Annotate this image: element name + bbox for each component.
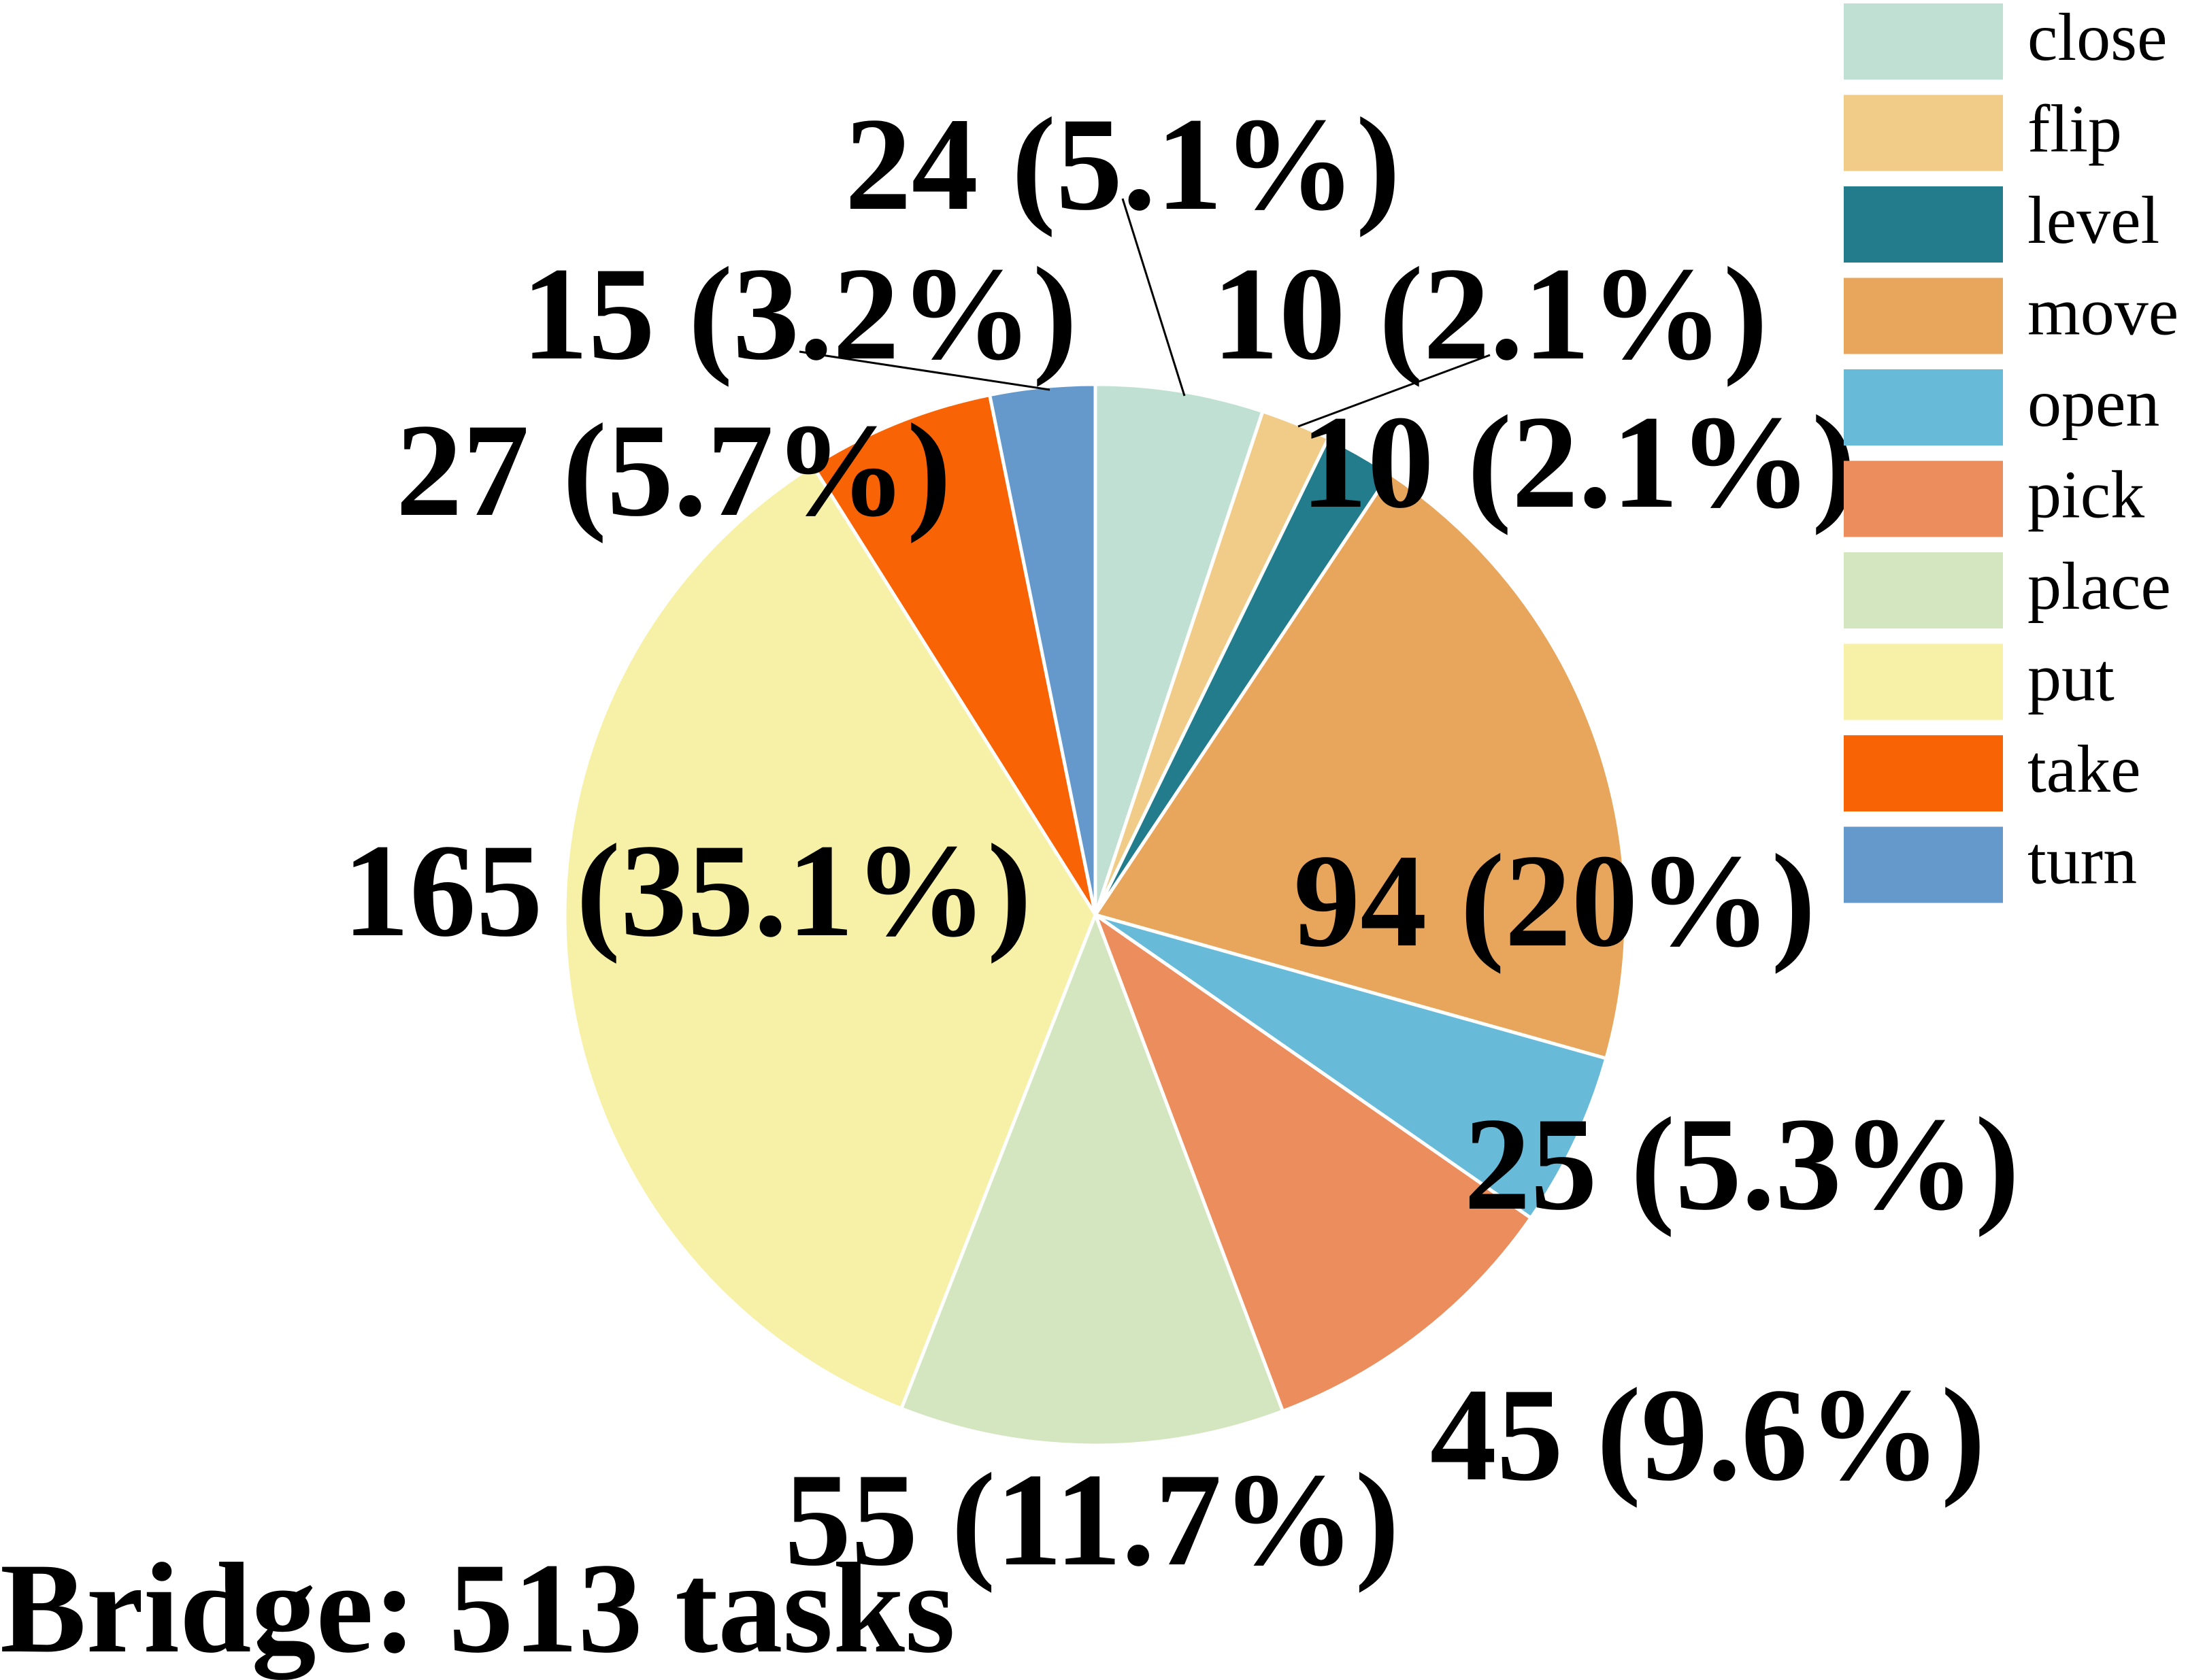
legend-swatch-flip (1844, 95, 2003, 171)
legend-label-take: take (2027, 731, 2141, 807)
legend-swatch-turn (1844, 826, 2003, 903)
pie-slice-pick (1093, 913, 1533, 1413)
pie-slice-take (811, 393, 1097, 917)
chart-caption: Bridge: 513 tasks (0, 1537, 955, 1680)
leader-line-close (1121, 198, 1186, 397)
legend-label-turn: turn (2027, 822, 2137, 898)
leader-line-turn (799, 350, 1050, 391)
leader-lines (799, 198, 1491, 428)
legend-label-open: open (2027, 365, 2159, 441)
legend: close flip level move open pick place put take tu… (1844, 0, 2178, 903)
legend-swatch-take (1844, 735, 2003, 811)
slice-label-put: 165 (35.1%) (343, 817, 1032, 964)
pie-slices (563, 382, 1628, 1447)
legend-label-place: place (2027, 548, 2171, 624)
slice-label-open: 25 (5.3%) (1464, 1090, 2020, 1238)
slice-labels: 24 (5.1%)10 (2.1%)10 (2.1%)94 (20%)25 (5… (343, 90, 2020, 1594)
pie-slice-close (1093, 382, 1265, 917)
slice-label-move: 94 (20%) (1293, 827, 1816, 975)
leader-line-flip (1297, 354, 1491, 428)
pie-slice-open (1093, 913, 1608, 1220)
legend-swatch-open (1844, 369, 2003, 446)
legend-swatch-move (1844, 278, 2003, 354)
legend-label-put: put (2027, 639, 2115, 715)
legend-label-move: move (2027, 273, 2178, 349)
slice-label-level: 10 (2.1%) (1301, 388, 1857, 536)
legend-label-close: close (2027, 0, 2167, 75)
legend-swatch-level (1844, 186, 2003, 263)
pie-slice-put (563, 464, 1097, 1411)
legend-label-pick: pick (2027, 456, 2144, 532)
legend-swatch-close (1844, 3, 2003, 80)
pie-slice-turn (988, 382, 1097, 917)
slice-label-close: 24 (5.1%) (845, 90, 1401, 238)
legend-label-level: level (2027, 182, 2159, 258)
pie-slice-place (899, 913, 1284, 1447)
slice-label-pick: 45 (9.6%) (1430, 1361, 1986, 1509)
legend-label-flip: flip (2027, 90, 2122, 166)
legend-swatch-put (1844, 643, 2003, 720)
legend-swatch-place (1844, 552, 2003, 628)
legend-swatch-pick (1844, 460, 2003, 537)
slice-label-take: 27 (5.7%) (396, 397, 952, 544)
slice-label-flip: 10 (2.1%) (1212, 240, 1768, 388)
slice-label-turn: 15 (3.2%) (522, 240, 1078, 388)
slice-label-place: 55 (11.7%) (784, 1446, 1399, 1594)
pie-slice-move (1093, 471, 1628, 1060)
